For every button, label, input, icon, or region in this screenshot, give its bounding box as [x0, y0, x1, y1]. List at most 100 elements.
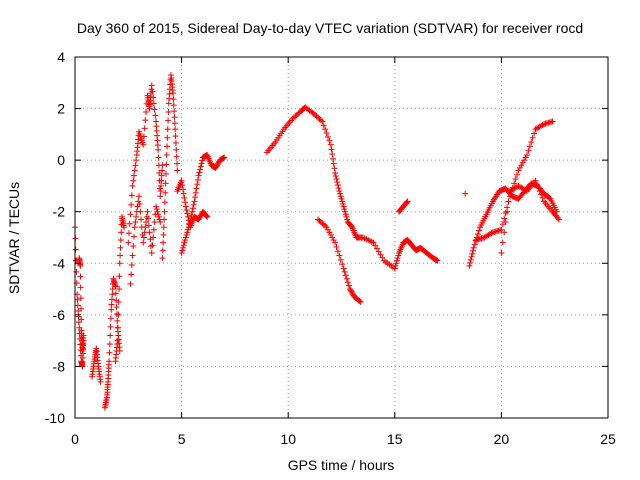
data-point: [74, 302, 81, 309]
data-point: [157, 193, 164, 200]
data-point: [155, 154, 162, 161]
x-axis-tick-labels: 0 5 10 15 20 25: [71, 431, 616, 447]
data-point: [341, 268, 348, 275]
data-point: [329, 234, 336, 241]
data-point: [539, 121, 546, 128]
data-point: [525, 147, 532, 154]
data-point: [159, 167, 166, 174]
data-point: [344, 279, 351, 286]
data-point: [339, 198, 346, 205]
data-point: [323, 224, 330, 231]
data-point: [126, 230, 133, 237]
data-point: [317, 219, 324, 226]
data-point: [140, 239, 147, 246]
data-point: [391, 265, 398, 272]
data-point: [404, 198, 411, 205]
data-point: [149, 242, 156, 249]
data-point: [160, 231, 167, 238]
data-point: [328, 146, 335, 153]
data-point: [511, 180, 518, 187]
data-point: [329, 155, 336, 162]
data-point: [213, 163, 220, 170]
data-point: [106, 349, 113, 356]
y-tick-label: 2: [57, 101, 65, 117]
data-point: [116, 286, 123, 293]
data-point: [151, 106, 158, 113]
y-tick-label: -6: [53, 307, 66, 323]
data-point: [165, 117, 172, 124]
data-point: [343, 275, 350, 282]
data-point: [108, 296, 115, 303]
data-point: [379, 254, 386, 261]
data-point: [181, 239, 188, 246]
data-point: [470, 244, 477, 251]
data-point: [107, 315, 114, 322]
data-point: [535, 184, 542, 191]
data-point: [196, 215, 203, 222]
data-point: [349, 291, 356, 298]
data-point: [164, 126, 171, 133]
data-point: [468, 253, 475, 260]
data-point: [203, 213, 210, 220]
data-point: [171, 108, 178, 115]
data-point: [521, 157, 528, 164]
data-point: [148, 249, 155, 256]
data-point: [194, 181, 201, 188]
data-point: [148, 243, 155, 250]
data-point: [126, 220, 133, 227]
data-point: [159, 255, 166, 262]
data-point: [160, 224, 167, 231]
data-point: [498, 226, 505, 233]
data-point: [127, 280, 134, 287]
data-point: [187, 215, 194, 222]
data-point: [476, 227, 483, 234]
data-point: [324, 226, 331, 233]
data-point: [128, 201, 135, 208]
data-points: [72, 72, 562, 411]
data-point: [512, 176, 519, 183]
data-point: [340, 265, 347, 272]
data-point: [516, 164, 523, 171]
x-tick-label: 0: [71, 431, 79, 447]
x-tick-label: 25: [600, 431, 616, 447]
data-point: [315, 216, 322, 223]
data-point: [532, 177, 539, 184]
data-point: [192, 189, 199, 196]
data-point: [501, 229, 508, 236]
data-point: [112, 283, 119, 290]
data-point: [118, 229, 125, 236]
data-point: [133, 157, 140, 164]
data-point: [163, 151, 170, 158]
data-point: [488, 230, 495, 237]
data-point: [113, 304, 120, 311]
data-point: [331, 165, 338, 172]
data-point: [347, 287, 354, 294]
data-point: [108, 306, 115, 313]
data-point: [522, 187, 529, 194]
data-point: [138, 216, 145, 223]
data-point: [161, 199, 168, 206]
data-point: [106, 341, 113, 348]
data-point: [531, 130, 538, 137]
data-point: [107, 323, 114, 330]
data-point: [173, 153, 180, 160]
data-point: [143, 109, 150, 116]
data-point: [193, 185, 200, 192]
data-point: [372, 242, 379, 249]
data-point: [145, 215, 152, 222]
data-point: [502, 210, 509, 217]
data-point: [341, 206, 348, 213]
data-point: [179, 247, 186, 254]
data-point: [214, 161, 221, 168]
data-point: [356, 298, 363, 305]
data-point: [135, 193, 142, 200]
data-point: [154, 208, 161, 215]
data-point: [186, 221, 193, 228]
data-point: [80, 332, 87, 339]
data-point: [395, 252, 402, 259]
data-point: [310, 110, 317, 117]
y-tick-label: 0: [57, 152, 65, 168]
data-point: [73, 268, 80, 275]
data-point: [157, 182, 164, 189]
data-point: [467, 259, 474, 266]
